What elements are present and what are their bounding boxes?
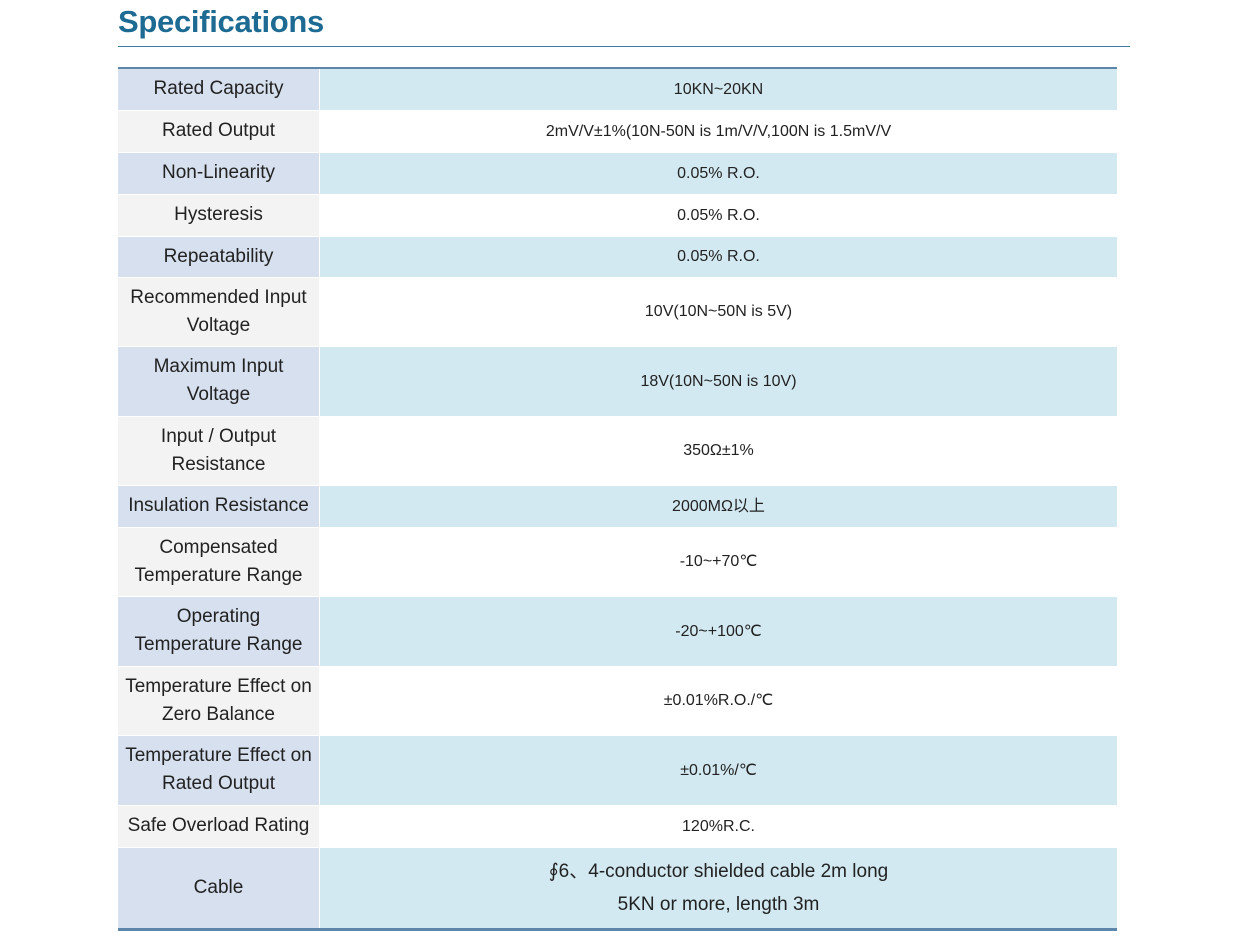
spec-value: ±0.01%R.O./℃ [319,666,1117,736]
spec-row: Cable ∮6、4-conductor shielded cable 2m lo… [118,847,1117,930]
spec-label: Cable [118,847,320,930]
spec-row: Operating Temperature Range -20~+100℃ [118,596,1117,667]
spec-value-line: 5KN or more, length 3m [617,893,820,915]
spec-value: 0.05% R.O. [319,236,1117,278]
spec-value: 0.05% R.O. [319,152,1117,195]
spec-value: 2000MΩ以上 [319,485,1117,528]
spec-label: Safe Overload Rating [118,805,320,848]
spec-value: 18V(10N~50N is 10V) [319,346,1117,417]
spec-row: Temperature Effect on Zero Balance ±0.01%… [118,666,1117,736]
spec-label: Repeatability [118,236,320,278]
spec-value: 2mV/V±1%(10N-50N is 1m/V/V,100N is 1.5mV… [319,110,1117,153]
spec-label: Insulation Resistance [118,485,320,528]
spec-row: Rated Output 2mV/V±1%(10N-50N is 1m/V/V,1… [118,110,1117,153]
spec-label: Hysteresis [118,194,320,237]
spec-label: Maximum Input Voltage [118,346,320,417]
spec-value: 350Ω±1% [319,416,1117,486]
spec-label: Input / Output Resistance [118,416,320,486]
title-rule [118,46,1130,47]
spec-row: Maximum Input Voltage 18V(10N~50N is 10V) [118,346,1117,417]
spec-value: 0.05% R.O. [319,194,1117,237]
spec-value: -20~+100℃ [319,596,1117,667]
spec-row: Insulation Resistance 2000MΩ以上 [118,485,1117,528]
spec-value-line: ∮6、4-conductor shielded cable 2m long [548,860,889,882]
spec-row: Safe Overload Rating 120%R.C. [118,805,1117,848]
spec-value: 10KN~20KN [319,68,1117,111]
spec-label: Non-Linearity [118,152,320,195]
spec-label: Recommended Input Voltage [118,277,320,347]
spec-row: Hysteresis 0.05% R.O. [118,194,1117,237]
spec-table: Rated Capacity 10KN~20KN Rated Output 2mV/V… [118,67,1117,931]
spec-label: Compensated Temperature Range [118,527,320,597]
spec-row: Repeatability 0.05% R.O. [118,236,1117,278]
spec-row: Rated Capacity 10KN~20KN [118,68,1117,111]
spec-row: Temperature Effect on Rated Output ±0.01%… [118,735,1117,806]
spec-label: Rated Capacity [118,68,320,111]
spec-value: ±0.01%/℃ [319,735,1117,806]
spec-label: Temperature Effect on Rated Output [118,735,320,806]
spec-row: Compensated Temperature Range -10~+70℃ [118,527,1117,597]
spec-row: Recommended Input Voltage 10V(10N~50N is … [118,277,1117,347]
spec-label: Rated Output [118,110,320,153]
spec-value: -10~+70℃ [319,527,1117,597]
spec-value: 10V(10N~50N is 5V) [319,277,1117,347]
spec-label: Operating Temperature Range [118,596,320,667]
spec-row: Non-Linearity 0.05% R.O. [118,152,1117,195]
page-title: Specifications [118,4,324,39]
spec-value: 120%R.C. [319,805,1117,848]
spec-row: Input / Output Resistance 350Ω±1% [118,416,1117,486]
spec-label: Temperature Effect on Zero Balance [118,666,320,736]
spec-value: ∮6、4-conductor shielded cable 2m long 5KN… [319,847,1117,930]
